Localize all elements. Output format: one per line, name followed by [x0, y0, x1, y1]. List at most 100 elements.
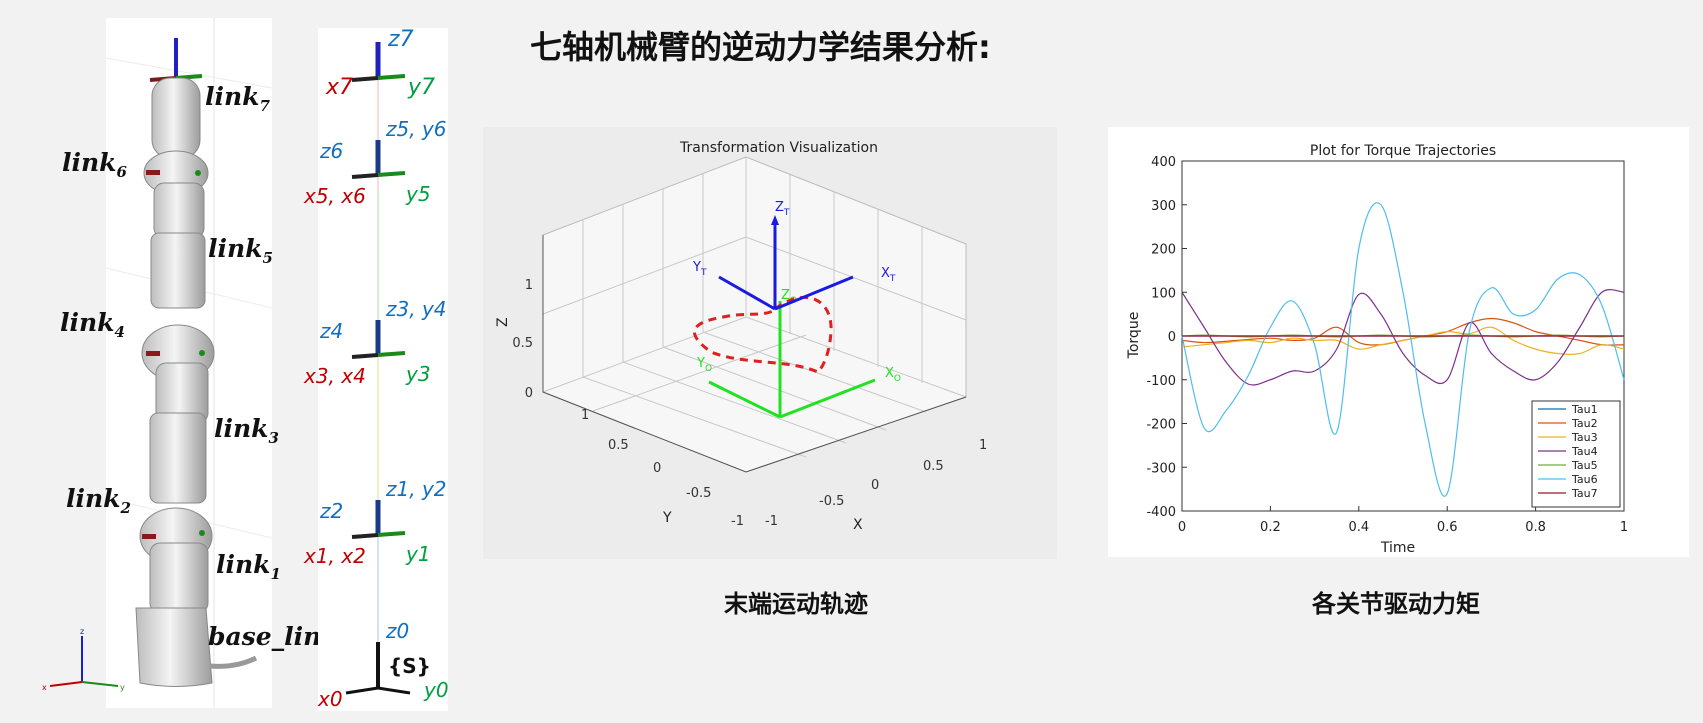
viz-x-tick-3: 0.5	[923, 459, 944, 474]
y-tick-label: 100	[1151, 286, 1176, 301]
transformation-visualization: Transformation Visualization 0 0.5	[483, 127, 1057, 559]
frame-o-y: YO	[696, 356, 712, 374]
viz-ylabel: Y	[662, 510, 672, 526]
frame34-zy: z3, y4	[385, 297, 447, 321]
frame7-z: z7	[387, 27, 414, 52]
legend-entry: Tau2	[1571, 417, 1598, 430]
frame34-x: x3, x4	[303, 364, 366, 388]
viz-y-tick-4: -1	[731, 514, 744, 529]
frame-t-y: YT	[692, 260, 707, 278]
viz-svg: Transformation Visualization 0 0.5	[495, 140, 987, 533]
y-tick-label: -300	[1146, 461, 1176, 476]
legend-entry: Tau3	[1571, 431, 1598, 444]
link3-label: link3	[214, 414, 279, 447]
link1-label: link1	[216, 550, 281, 583]
frame56-z: z6	[319, 139, 343, 163]
viz-xlabel: X	[853, 517, 863, 533]
link2-label: link2	[66, 484, 131, 517]
legend-entry: Tau1	[1571, 403, 1598, 416]
frame-t-z: ZT	[775, 200, 790, 218]
x-tick-label: 0	[1178, 520, 1186, 535]
chart-title: Plot for Torque Trajectories	[1310, 143, 1496, 159]
legend-entry: Tau6	[1571, 473, 1598, 486]
frame-0: z0 {S} x0 y0	[317, 619, 449, 711]
triad-x-label: x	[42, 683, 47, 692]
series-line-tau3	[1181, 326, 1625, 355]
viz-x-tick-2: 0	[871, 478, 879, 493]
viz-y-tick-0: 1	[581, 408, 589, 423]
viz-y-tick-3: -0.5	[686, 486, 711, 501]
frame0-s: {S}	[388, 654, 431, 678]
viz-y-tick-2: 0	[653, 461, 661, 476]
x-tick-label: 0.8	[1525, 520, 1546, 535]
viz-z-tick-2: 1	[525, 278, 533, 293]
frame-5-6: z5, y6 z6 x5, x6 y5	[303, 117, 447, 208]
frame0-x: x0	[317, 687, 343, 711]
frame56-x: x5, x6	[303, 184, 366, 208]
legend-box	[1531, 400, 1621, 508]
series-line-tau6	[1181, 202, 1625, 497]
frame0-y: y0	[423, 678, 449, 702]
frame-t-x: XT	[881, 266, 896, 284]
torque-chart: Plot for Torque Trajectories Time Torque…	[1108, 127, 1689, 557]
triad-z-label: z	[80, 627, 84, 636]
viz-y-tick-1: 0.5	[608, 438, 629, 453]
base-link-label: base_link	[208, 622, 339, 651]
viz-x-tick-0: -1	[765, 514, 778, 529]
link7-label: link7	[205, 82, 270, 115]
frame12-zy: z1, y2	[385, 477, 447, 501]
y-tick-label: 400	[1151, 155, 1176, 170]
frame7-y: y7	[407, 75, 435, 100]
chart-ylabel: Torque	[1126, 312, 1142, 360]
x-tick-label: 0.2	[1260, 520, 1281, 535]
frame-1-2: z1, y2 z2 x1, x2 y1	[303, 477, 447, 568]
x-tick-label: 0.4	[1348, 520, 1369, 535]
x-tick-label: 1	[1620, 520, 1628, 535]
legend-entry: Tau7	[1571, 487, 1598, 500]
frame34-y: y3	[405, 362, 431, 386]
frame12-y: y1	[405, 542, 431, 566]
viz-z-tick-0: 0	[525, 386, 533, 401]
y-tick-label: 300	[1151, 199, 1176, 214]
link4-label: link4	[60, 308, 125, 341]
frame-7: z7 x7 y7	[325, 27, 435, 100]
y-tick-label: 0	[1168, 330, 1176, 345]
link6-label: link6	[62, 148, 127, 181]
frame7-x: x7	[325, 75, 353, 100]
legend-entry: Tau5	[1571, 459, 1598, 472]
frame0-z: z0	[385, 619, 409, 643]
frame-o	[708, 357, 876, 419]
triad-y-label: y	[120, 683, 125, 692]
viz-x-tick-4: 1	[979, 438, 987, 453]
y-tick-label: -200	[1146, 418, 1176, 433]
axis-triad-icon: z x y	[42, 627, 125, 692]
frame-t	[718, 223, 854, 311]
frames-svg: z7 x7 y7 z5, y6 z6 x5, x6 y5 z3, y4 z4 x…	[303, 27, 449, 711]
page-title: 七轴机械臂的逆动力学结果分析:	[530, 28, 991, 66]
frame56-zy: z5, y6	[385, 117, 447, 141]
chart-xlabel: Time	[1380, 540, 1415, 556]
caption-torque: 各关节驱动力矩	[1312, 590, 1480, 618]
frame12-x: x1, x2	[303, 544, 366, 568]
frame-3-4: z3, y4 z4 x3, x4 y3	[303, 297, 447, 388]
link5-label: link5	[208, 234, 273, 267]
torque-chart-svg: Plot for Torque Trajectories Time Torque…	[1126, 143, 1628, 556]
frame56-y: y5	[405, 182, 431, 206]
caption-trajectory: 末端运动轨迹	[724, 590, 868, 618]
robot-arm-render	[105, 18, 273, 708]
robot-arm-image	[105, 18, 273, 708]
frame12-z: z2	[319, 499, 343, 523]
frames-diagram	[318, 28, 448, 711]
frame34-z: z4	[319, 319, 343, 343]
legend-entry: Tau4	[1571, 445, 1598, 458]
x-tick-label: 0.6	[1437, 520, 1458, 535]
y-tick-label: -400	[1146, 505, 1176, 520]
frame-o-x: XO	[885, 366, 901, 384]
y-tick-label: 200	[1151, 243, 1176, 258]
trajectory-path	[693, 295, 833, 374]
viz-z-tick-1: 0.5	[512, 336, 533, 351]
y-tick-label: -100	[1146, 374, 1176, 389]
viz-x-tick-1: -0.5	[819, 494, 844, 509]
viz-title: Transformation Visualization	[679, 140, 878, 156]
